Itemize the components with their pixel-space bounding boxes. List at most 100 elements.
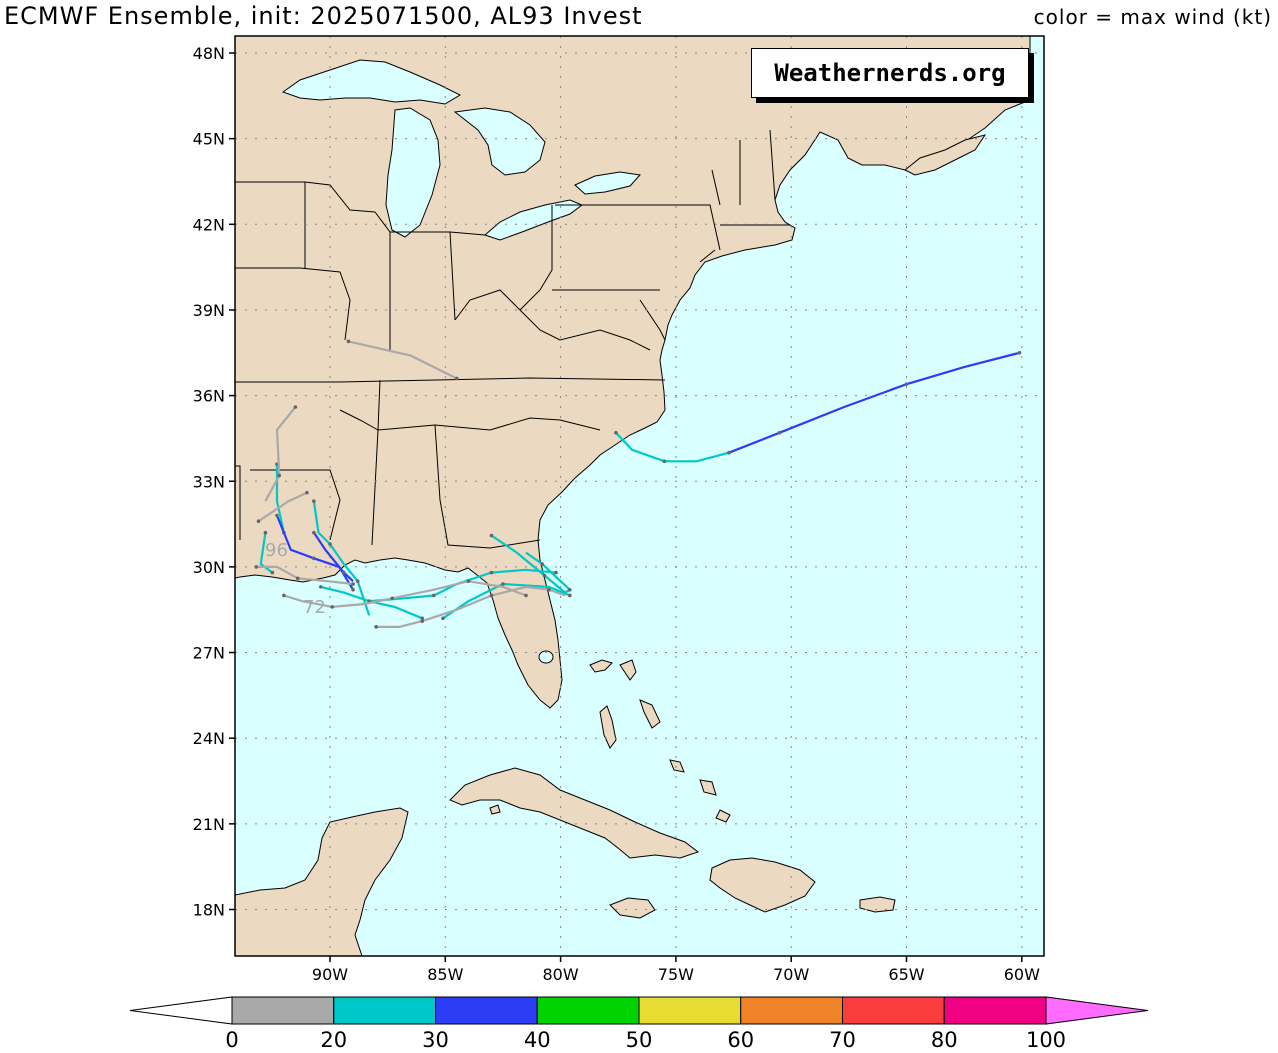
land-cuba	[449, 767, 700, 859]
ensemble-tracks	[254, 339, 1022, 629]
track-label-96: 96	[265, 540, 288, 561]
colorbar-label: 0	[225, 1028, 238, 1052]
track-point	[441, 616, 445, 621]
brand-label: Weathernerds.org	[751, 48, 1029, 98]
track-point	[431, 593, 436, 598]
lon-tick-label: 85W	[427, 965, 463, 984]
lat-tick-label: 27N	[193, 644, 225, 663]
track-point	[275, 513, 279, 518]
longitude-axis: 90W 85W 80W 75W 70W 65W 60W	[312, 956, 1040, 984]
track-point	[542, 573, 547, 578]
lat-tick-label: 36N	[193, 387, 225, 406]
track-point	[727, 450, 731, 455]
colorbar-segment	[231, 996, 335, 1025]
track-point	[568, 587, 572, 592]
lat-tick-label: 24N	[193, 729, 225, 748]
colorbar-segment	[333, 996, 436, 1025]
lat-tick-label: 42N	[193, 215, 225, 234]
track-point	[254, 565, 259, 569]
track-point	[374, 625, 378, 629]
legend-title: color = max wind (kt)	[1033, 5, 1272, 29]
track-point	[256, 519, 261, 524]
lake-michigan	[385, 107, 441, 238]
track-line	[348, 340, 458, 380]
colorbar-segment	[536, 996, 640, 1025]
track-point	[328, 542, 332, 546]
track-point	[390, 596, 395, 601]
grid-lines	[235, 36, 1044, 956]
land-bahamas	[489, 659, 731, 823]
colorbar-low-arrow	[129, 996, 233, 1025]
colorbar-segment	[943, 996, 1047, 1025]
track-point	[614, 430, 618, 435]
track-label-72: 72	[303, 597, 326, 618]
colorbar-label: 100	[1026, 1028, 1066, 1052]
track-point	[277, 473, 282, 478]
track-point	[524, 593, 528, 598]
track-line	[728, 351, 1020, 454]
lat-tick-label: 21N	[193, 815, 225, 834]
lon-tick-label: 65W	[888, 965, 924, 984]
track-point	[346, 339, 351, 344]
colorbar-segment	[740, 996, 843, 1025]
track-point	[342, 570, 346, 575]
lake-huron	[453, 107, 546, 176]
colorbar-segment	[638, 996, 742, 1025]
colorbar-label: 60	[727, 1028, 754, 1052]
track-point	[270, 570, 275, 575]
colorbar: 0 20 30 40 50 60 70 80 100	[129, 996, 1149, 1052]
lat-tick-label: 39N	[193, 301, 225, 320]
lake-superior	[281, 59, 462, 105]
land-puerto-rico	[859, 896, 896, 913]
track-line	[259, 532, 274, 574]
state-boundaries	[235, 129, 790, 549]
colorbar-label: 40	[524, 1028, 551, 1052]
track-line	[490, 534, 572, 594]
colorbar-label: 30	[422, 1028, 449, 1052]
track-point	[295, 576, 300, 581]
land-maritimes	[904, 134, 987, 176]
track-point	[318, 585, 323, 589]
latitude-axis: 48N 45N 42N 39N 36N 33N 30N 27N 24N 21N 18N	[193, 44, 235, 920]
track-line	[376, 585, 566, 629]
colorbar-label: 80	[931, 1028, 958, 1052]
track-point	[501, 582, 505, 586]
lat-tick-label: 18N	[193, 901, 225, 920]
colorbar-label: 70	[829, 1028, 856, 1052]
track-point	[662, 459, 667, 464]
track-line	[257, 491, 308, 523]
track-point	[330, 605, 335, 609]
track-point	[312, 556, 316, 561]
land-hispaniola	[709, 857, 816, 913]
chart-title: ECMWF Ensemble, init: 2025071500, AL93 I…	[4, 2, 643, 30]
lon-tick-label: 80W	[543, 965, 579, 984]
track-point	[554, 570, 558, 575]
track-point	[282, 593, 286, 598]
track-point	[489, 570, 494, 575]
lon-tick-label: 90W	[312, 965, 348, 984]
track-line	[312, 531, 354, 583]
colorbar-segment	[842, 996, 945, 1025]
track-point	[420, 619, 425, 623]
track-point	[351, 587, 355, 592]
track-line	[312, 501, 371, 616]
map-frame	[234, 35, 1045, 957]
track-point	[355, 579, 360, 583]
lat-tick-label: 45N	[193, 130, 225, 149]
track-point	[547, 587, 551, 592]
track-point	[568, 593, 572, 598]
track-point	[777, 430, 782, 435]
lon-tick-label: 60W	[1004, 965, 1040, 984]
lon-tick-label: 75W	[658, 965, 694, 984]
track-point	[305, 490, 309, 495]
colorbar-label: 50	[626, 1028, 653, 1052]
track-point	[293, 405, 298, 409]
track-point	[489, 533, 494, 538]
track-point	[1017, 350, 1022, 355]
lon-tick-label: 70W	[773, 965, 809, 984]
land-yucatan	[235, 807, 409, 956]
colorbar-label: 20	[320, 1028, 347, 1052]
colorbar-high-arrow	[1045, 996, 1149, 1025]
track-point	[312, 499, 316, 504]
